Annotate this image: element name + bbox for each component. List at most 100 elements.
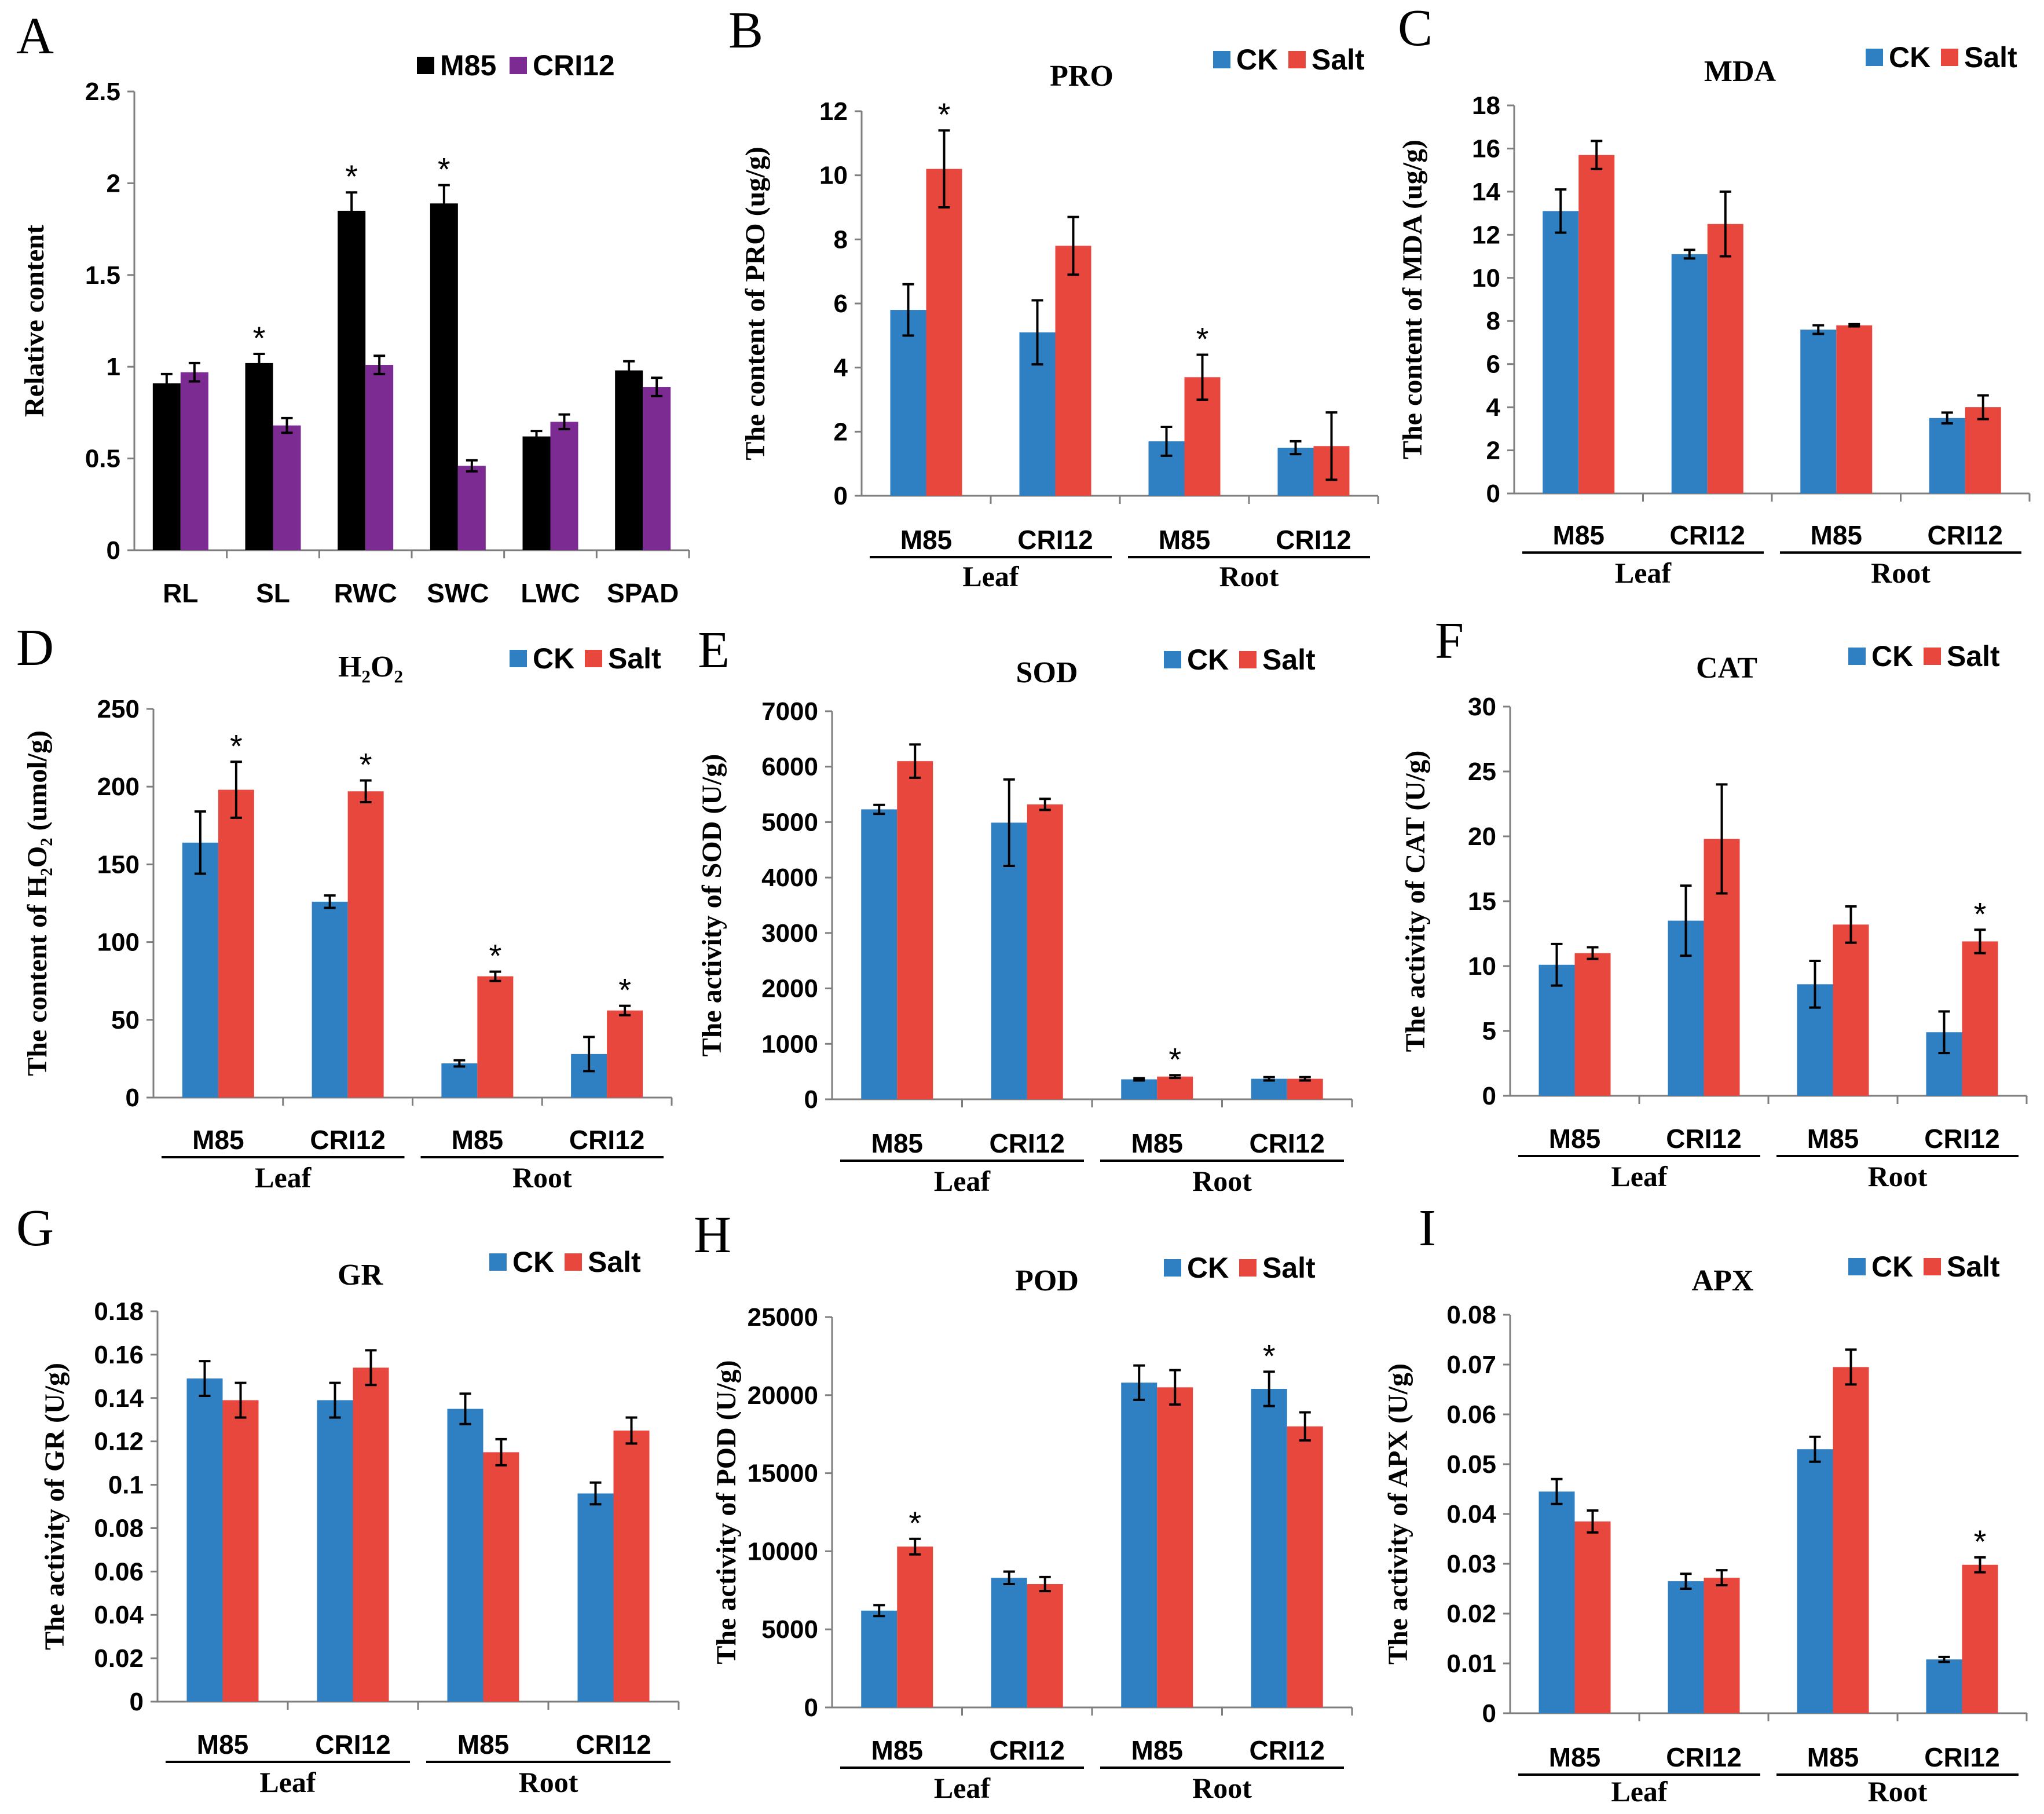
- y-axis-title: The activity of POD (U/g): [711, 1360, 742, 1664]
- y-tick-label: 0.5: [85, 445, 120, 473]
- bar-salt-1: [1027, 1584, 1063, 1707]
- chart-title: H₂O₂: [338, 650, 403, 683]
- y-axis-title: The activity of SOD (U/g): [697, 754, 727, 1057]
- y-tick-label: 12: [1472, 221, 1500, 249]
- y-tick-label: 0.02: [94, 1644, 144, 1673]
- chart-title: SOD: [1016, 656, 1078, 689]
- x-category-label: M85: [192, 1125, 244, 1155]
- group-label: Leaf: [259, 1766, 317, 1798]
- legend-swatch-salt: [1941, 49, 1958, 66]
- y-tick-label: 8: [834, 225, 848, 254]
- bar-salt-3: [613, 1430, 650, 1702]
- x-category-label: CRI12: [315, 1729, 390, 1760]
- group-label: Root: [1868, 1160, 1928, 1193]
- bar-m85-1: [245, 363, 273, 550]
- bar-cri12-0: [180, 372, 208, 550]
- bar-salt-1: [1704, 1578, 1740, 1713]
- bar-salt-0: [926, 169, 962, 496]
- y-tick-label: 25000: [748, 1303, 818, 1332]
- x-category-label: CRI12: [1666, 1742, 1741, 1772]
- legend-label: CK: [1187, 643, 1229, 676]
- x-category-label: CRI12: [1666, 1124, 1741, 1154]
- y-tick-label: 0.08: [94, 1514, 144, 1542]
- y-tick-label: 25: [1468, 758, 1496, 786]
- bar-salt-0: [1574, 1521, 1611, 1713]
- bar-ck-0: [1543, 211, 1579, 493]
- x-category-label: CRI12: [1924, 1124, 1999, 1154]
- x-category-label: M85: [452, 1125, 503, 1155]
- panel-g: G GR The activity of GR (U/g) 0 0.02 0.04 0.06…: [16, 1199, 680, 1798]
- y-tick-label: 0.18: [94, 1297, 144, 1326]
- bar-cri12-4: [550, 422, 578, 550]
- bar-salt-2: [477, 976, 514, 1098]
- significance-star: *: [1263, 1337, 1276, 1374]
- x-category-label: M85: [197, 1729, 248, 1760]
- chart-title: MDA: [1704, 55, 1776, 88]
- legend-label: M85: [440, 49, 496, 82]
- significance-star: *: [438, 151, 450, 188]
- bar-salt-0: [222, 1400, 259, 1702]
- legend-swatch-salt: [1239, 1259, 1257, 1277]
- bar-ck-0: [861, 809, 898, 1099]
- x-category-label: CRI12: [1928, 520, 2003, 550]
- panel-letter: F: [1435, 612, 1464, 670]
- panel-c: C MDA The content of MDA (ug/g) 0 2 4 6 8 10 12 14…: [1397, 0, 2031, 589]
- group-label: Root: [1868, 1775, 1928, 1808]
- y-tick-label: 6: [1486, 350, 1500, 379]
- y-axis-title: The activity of CAT (U/g): [1400, 751, 1431, 1052]
- y-tick-label: 250: [97, 695, 140, 723]
- y-tick-label: 10: [1468, 952, 1496, 981]
- significance-star: *: [618, 972, 631, 1008]
- x-category-label: CRI12: [1017, 525, 1093, 555]
- bar-ck-3: [1926, 1659, 1962, 1713]
- bar-salt-2: [1157, 1387, 1193, 1707]
- bar-salt-1: [1027, 804, 1063, 1099]
- group-label: Root: [1192, 1772, 1252, 1804]
- panel-b: B PRO The content of PRO (ug/g) 0 2 4 6 8 10 12 * *…: [728, 2, 1379, 593]
- legend-label: Salt: [1262, 643, 1316, 676]
- bar-ck-1: [991, 1578, 1027, 1707]
- bar-ck-3: [1277, 448, 1314, 496]
- significance-star: *: [230, 727, 243, 764]
- bar-salt-0: [1574, 953, 1611, 1096]
- y-tick-label: 6: [834, 290, 848, 318]
- x-category-label: M85: [1549, 1742, 1600, 1772]
- bar-salt-3: [607, 1010, 643, 1098]
- y-tick-label: 0.05: [1446, 1450, 1496, 1479]
- group-label: Root: [1192, 1165, 1252, 1197]
- panel-d: D H₂O₂ The content of H₂O₂ (umol/g) 0 50 100 1…: [16, 619, 673, 1194]
- bar-salt-0: [897, 761, 933, 1099]
- y-tick-label: 10: [819, 162, 848, 190]
- bar-ck-3: [577, 1493, 614, 1702]
- bar-ck-0: [890, 310, 926, 496]
- bar-m85-0: [152, 383, 181, 550]
- chart-title: PRO: [1050, 60, 1113, 93]
- y-tick-label: 3000: [761, 919, 818, 948]
- y-tick-label: 16: [1472, 134, 1500, 163]
- y-tick-label: 2: [1486, 437, 1500, 465]
- significance-star: *: [360, 746, 372, 782]
- panel-letter: I: [1419, 1199, 1436, 1257]
- y-tick-label: 15: [1468, 887, 1496, 916]
- y-tick-label: 0: [130, 1688, 144, 1716]
- legend-label: CK: [533, 642, 574, 675]
- y-tick-label: 2: [834, 418, 848, 446]
- y-tick-label: 18: [1472, 92, 1500, 120]
- y-tick-label: 0: [1482, 1699, 1496, 1728]
- significance-star: *: [1168, 1041, 1181, 1077]
- panel-a: A Relative content 0 0.5 1 1.5 2 2.5 * * * RL SL RWC S…: [16, 8, 690, 608]
- y-tick-label: 5000: [761, 808, 818, 836]
- y-tick-label: 0.14: [94, 1384, 144, 1413]
- chart-title: CAT: [1696, 652, 1757, 685]
- legend-swatch-salt: [1924, 648, 1941, 665]
- y-tick-label: 4: [1486, 393, 1501, 422]
- y-tick-label: 0.07: [1446, 1351, 1496, 1379]
- significance-star: *: [489, 938, 501, 974]
- bar-cri12-2: [365, 365, 394, 550]
- bar-ck-0: [861, 1610, 898, 1707]
- bar-ck-2: [1797, 1449, 1833, 1713]
- x-category-label: CRI12: [1250, 1735, 1325, 1765]
- y-axis-title: The activity of APX (U/g): [1383, 1363, 1413, 1665]
- panel-letter: G: [16, 1199, 54, 1257]
